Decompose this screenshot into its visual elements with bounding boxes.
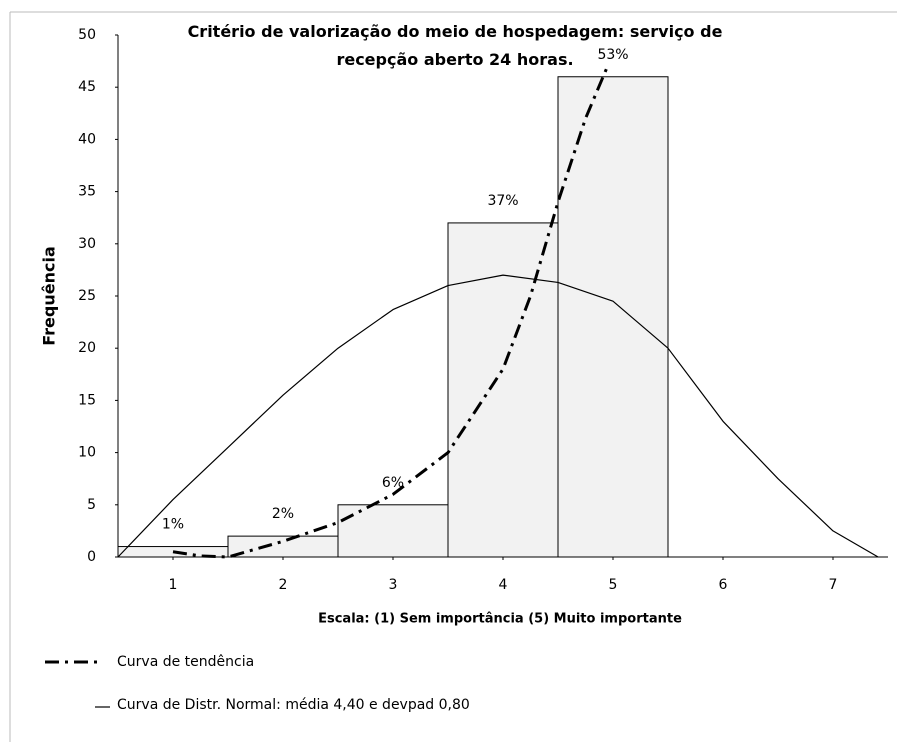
y-tick-label: 25: [78, 288, 96, 304]
data-label: 53%: [597, 47, 628, 63]
bar: [337, 504, 449, 558]
bar: [447, 222, 559, 558]
y-tick-label: 40: [78, 131, 96, 147]
y-tick-label: 35: [78, 184, 96, 200]
x-tick-label: 2: [279, 577, 288, 593]
bar: [227, 535, 339, 558]
chart-title: Critério de valorização do meio de hospe…: [188, 22, 723, 69]
y-tick-label: 30: [78, 236, 96, 252]
series-line: [117, 274, 879, 558]
data-label: 37%: [487, 193, 518, 209]
y-tick-label: 5: [87, 497, 96, 513]
x-tick-label: 6: [719, 577, 728, 593]
x-axis-label: Escala: (1) Sem importância (5) Muito im…: [318, 612, 682, 627]
legend-label: Curva de tendência: [117, 654, 254, 670]
y-tick-label: 45: [78, 79, 96, 95]
x-tick-label: 5: [609, 577, 618, 593]
x-tick-label: 3: [389, 577, 398, 593]
y-tick-label: 0: [87, 549, 96, 565]
x-tick-label: 7: [829, 577, 838, 593]
y-tick-label: 50: [78, 27, 96, 43]
data-label: 6%: [382, 475, 404, 491]
x-tick-label: 4: [499, 577, 508, 593]
y-tick-label: 20: [78, 340, 96, 356]
x-tick-label: 1: [169, 577, 178, 593]
y-axis-label: Frequência: [40, 246, 59, 346]
data-label: 1%: [162, 517, 184, 533]
data-label: 2%: [272, 506, 294, 522]
bar: [557, 76, 669, 558]
legend-label: Curva de Distr. Normal: média 4,40 e dev…: [117, 697, 470, 713]
y-tick-label: 10: [78, 445, 96, 461]
y-tick-label: 15: [78, 392, 96, 408]
